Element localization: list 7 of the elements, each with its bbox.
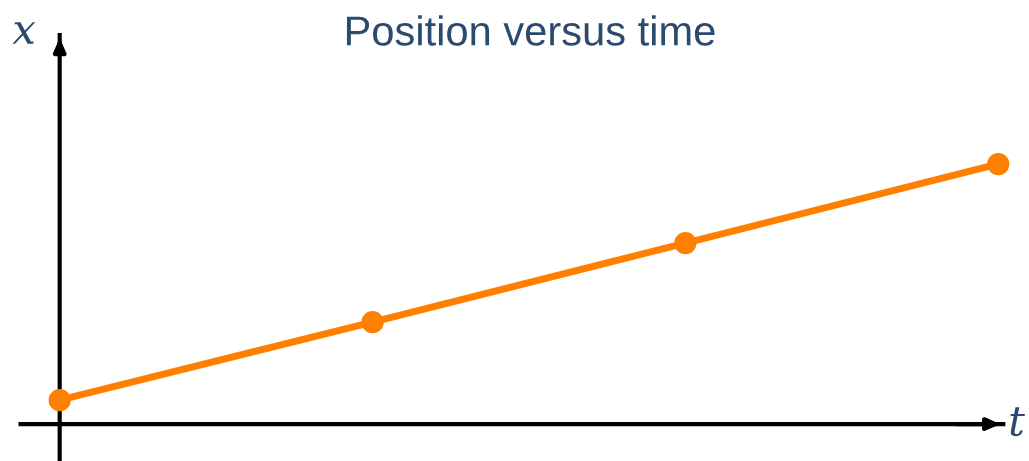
x-axis-title: t	[1010, 407, 1025, 437]
point	[987, 152, 1010, 176]
point	[361, 311, 384, 334]
chart-title: Position versus time	[346, 15, 715, 46]
y-axis-title: x	[12, 22, 36, 44]
point	[674, 231, 697, 255]
point	[48, 389, 71, 412]
